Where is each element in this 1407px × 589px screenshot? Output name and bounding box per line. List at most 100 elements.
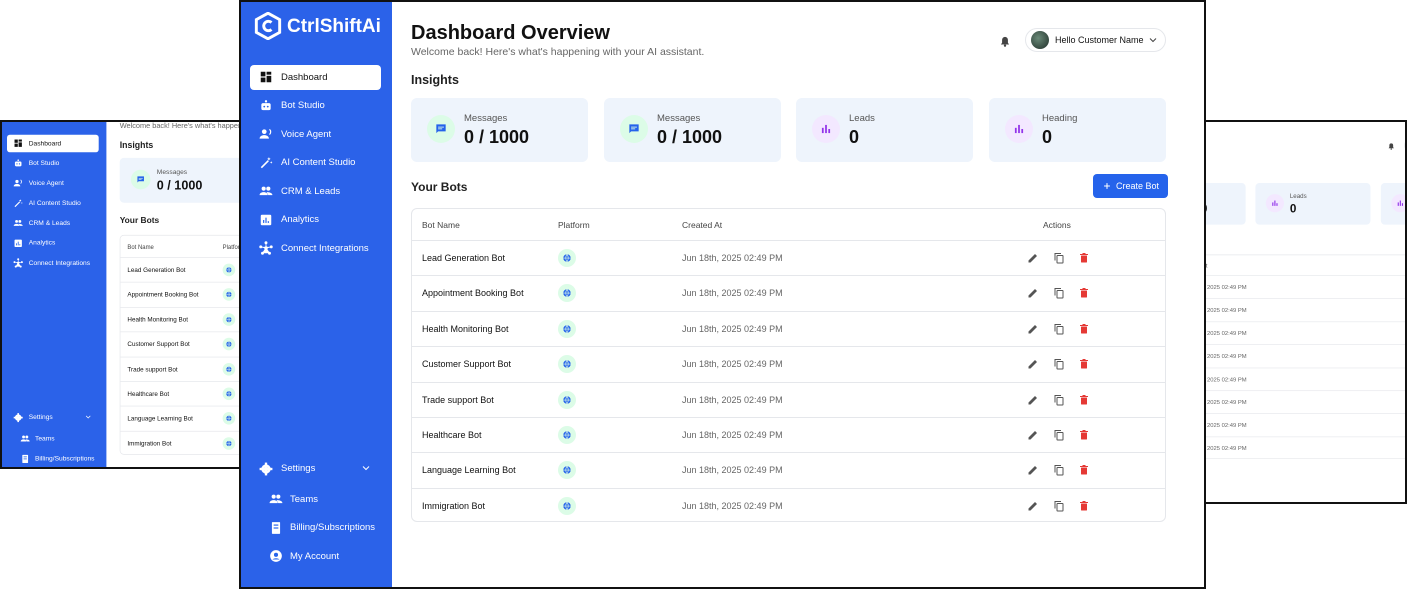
- settings-item[interactable]: Billing/Subscriptions: [14, 450, 99, 467]
- nav-item[interactable]: Voice Agent: [7, 174, 99, 192]
- settings-item-label: Teams: [35, 434, 55, 443]
- settings-item[interactable]: Teams: [14, 430, 99, 448]
- nav-item[interactable]: Analytics: [250, 207, 381, 232]
- bot-name: Language Learning Bot: [422, 465, 516, 476]
- bot-name: Customer Support Bot: [422, 359, 512, 370]
- nav-item[interactable]: Connect Integrations: [250, 236, 381, 261]
- settings-item-icon: [269, 549, 283, 563]
- nav-item[interactable]: Voice Agent: [250, 122, 381, 147]
- nav-item[interactable]: AI Content Studio: [7, 194, 99, 212]
- delete-button[interactable]: [1078, 252, 1090, 264]
- edit-button[interactable]: [1027, 464, 1039, 476]
- icon: [434, 122, 448, 136]
- delete-button[interactable]: [1078, 394, 1090, 406]
- settings-item[interactable]: Billing/Subscriptions: [260, 515, 381, 540]
- platform-icon: [558, 284, 576, 303]
- bot-name: Healthcare Bot: [422, 430, 482, 440]
- bot-name: Health Monitoring Bot: [422, 323, 509, 334]
- column-header: Platform: [222, 243, 240, 251]
- copy-button[interactable]: [1053, 500, 1065, 512]
- nav-item[interactable]: Bot Studio: [7, 154, 99, 172]
- settings-icon: [259, 462, 273, 476]
- user-menu[interactable]: Hello Customer Name: [1025, 28, 1166, 52]
- delete-button[interactable]: [1078, 287, 1090, 299]
- created-at: Jun 18th, 2025 02:49 PM: [1205, 283, 1247, 291]
- delete-button[interactable]: [1078, 464, 1090, 476]
- notifications[interactable]: [1387, 141, 1396, 150]
- copy-button[interactable]: [1053, 287, 1065, 299]
- insight-label: Messages: [156, 168, 188, 177]
- edit-button[interactable]: [1027, 252, 1039, 264]
- icon: [562, 430, 572, 440]
- insight-icon: [130, 169, 151, 190]
- created-at: Jun 18th, 2025 02:49 PM: [682, 465, 783, 476]
- created-at: Jun 18th, 2025 02:49 PM: [682, 323, 783, 334]
- icon: [1396, 199, 1405, 208]
- nav-item[interactable]: AI Content Studio: [250, 150, 381, 175]
- insights-title: Insights: [411, 73, 459, 87]
- nav-item[interactable]: Analytics: [7, 234, 99, 252]
- copy-button[interactable]: [1053, 464, 1065, 476]
- bot-name: Health Monitoring Bot: [127, 315, 188, 323]
- icon: [225, 316, 232, 323]
- bot-name: Appointment Booking Bot: [127, 291, 199, 299]
- brand: CtrlShiftAi: [287, 16, 381, 37]
- icon: [225, 440, 232, 447]
- nav-item[interactable]: Bot Studio: [250, 93, 381, 118]
- platform-icon: [222, 263, 236, 277]
- icon: [562, 324, 572, 334]
- delete-button[interactable]: [1078, 358, 1090, 370]
- copy-button[interactable]: [1053, 323, 1065, 335]
- nav-icon: [13, 258, 23, 268]
- platform-icon: [558, 426, 576, 444]
- icon: [562, 359, 572, 369]
- settings-toggle[interactable]: Settings: [7, 409, 99, 427]
- created-at: Jun 18th, 2025 02:49 PM: [1205, 306, 1247, 314]
- delete-button[interactable]: [1078, 429, 1090, 441]
- copy-button[interactable]: [1053, 358, 1065, 370]
- edit-button[interactable]: [1027, 358, 1039, 370]
- nav-item[interactable]: Dashboard: [250, 64, 381, 90]
- insights-title: Insights: [119, 140, 154, 151]
- nav-label: Bot Studio: [281, 100, 325, 111]
- copy-button[interactable]: [1053, 394, 1065, 406]
- settings-item[interactable]: My Account: [260, 544, 381, 569]
- insight-icon: [1005, 115, 1033, 143]
- nav-item[interactable]: CRM & Leads: [7, 214, 99, 232]
- bot-name: Immigration Bot: [422, 500, 486, 511]
- nav-icon: [13, 218, 23, 228]
- edit-button[interactable]: [1027, 500, 1039, 512]
- nav-item[interactable]: Connect Integrations: [7, 254, 99, 272]
- platform-icon: [222, 437, 236, 450]
- edit-button[interactable]: [1027, 394, 1039, 406]
- nav-label: CRM & Leads: [28, 219, 71, 227]
- notifications[interactable]: [998, 34, 1012, 48]
- settings-toggle[interactable]: Settings: [250, 456, 381, 481]
- copy-button[interactable]: [1053, 429, 1065, 441]
- settings-item-label: My Account: [290, 550, 340, 562]
- settings-item[interactable]: Teams: [260, 487, 381, 512]
- nav-item[interactable]: CRM & Leads: [250, 179, 381, 204]
- created-at: Jun 18th, 2025 02:49 PM: [682, 394, 783, 405]
- edit-button[interactable]: [1027, 287, 1039, 299]
- delete-button[interactable]: [1078, 500, 1090, 512]
- delete-button[interactable]: [1078, 323, 1090, 335]
- copy-button[interactable]: [1053, 252, 1065, 264]
- insight-value: 0: [1042, 127, 1053, 147]
- create-bot-button[interactable]: Create Bot: [1093, 174, 1168, 198]
- edit-button[interactable]: [1027, 429, 1039, 441]
- edit-button[interactable]: [1027, 323, 1039, 335]
- nav-item[interactable]: Dashboard: [7, 134, 99, 152]
- settings-item-icon: [269, 521, 283, 535]
